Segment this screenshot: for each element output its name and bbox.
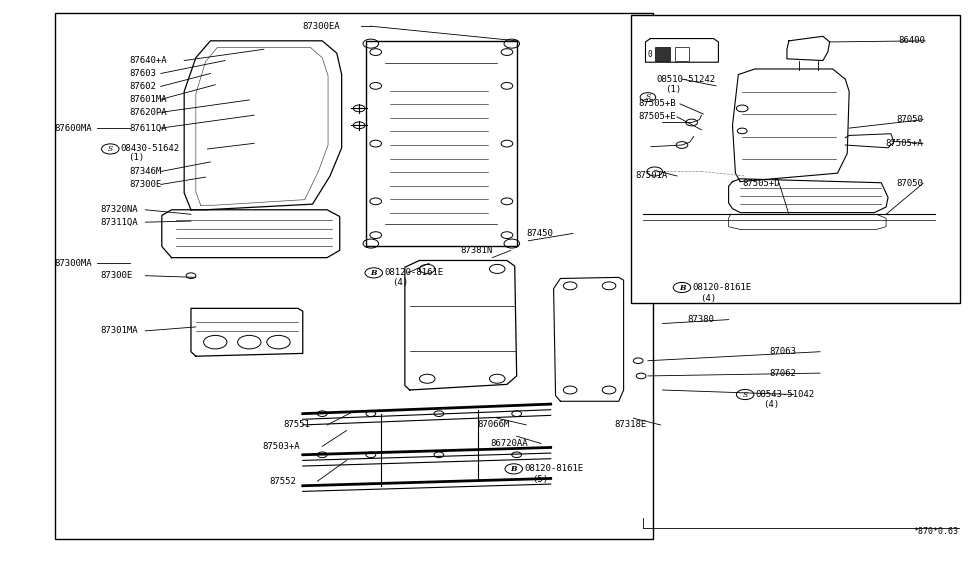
Text: B: B: [370, 269, 377, 277]
Text: 87381N: 87381N: [460, 246, 492, 255]
Text: 87311QA: 87311QA: [100, 218, 138, 226]
Text: B: B: [679, 284, 685, 291]
Text: 87611QA: 87611QA: [130, 123, 168, 132]
Text: 86400: 86400: [898, 36, 925, 45]
Text: 87505+E: 87505+E: [639, 112, 676, 121]
Text: 87603: 87603: [130, 69, 157, 78]
Text: 87063: 87063: [769, 347, 797, 356]
Text: 87380: 87380: [687, 315, 715, 324]
Text: 08120-8161E: 08120-8161E: [384, 268, 444, 277]
Text: (1): (1): [128, 153, 144, 162]
Text: 87640+A: 87640+A: [130, 56, 168, 65]
Bar: [55, 12, 653, 539]
Text: 87320NA: 87320NA: [100, 205, 138, 215]
Text: 08543-51042: 08543-51042: [756, 390, 815, 399]
Bar: [655, 47, 670, 61]
Text: 87066M: 87066M: [478, 421, 510, 430]
Text: 87552: 87552: [270, 477, 296, 486]
Text: 08430-51642: 08430-51642: [120, 144, 179, 153]
Text: 87505+A: 87505+A: [885, 139, 923, 148]
Text: (4): (4): [763, 400, 780, 409]
Bar: [632, 15, 960, 303]
Text: 87301MA: 87301MA: [100, 327, 138, 336]
Text: (1): (1): [665, 85, 682, 94]
Text: 87300EA: 87300EA: [303, 22, 340, 31]
Text: 87300E: 87300E: [130, 180, 162, 189]
Text: 87551: 87551: [284, 421, 310, 430]
Text: 08120-8161E: 08120-8161E: [692, 283, 752, 292]
Text: 87505+B: 87505+B: [639, 100, 676, 109]
Text: 87062: 87062: [769, 368, 797, 378]
Text: 87346M: 87346M: [130, 167, 162, 176]
Text: S: S: [107, 145, 113, 153]
Text: 87620PA: 87620PA: [130, 108, 168, 117]
Text: B: B: [511, 465, 517, 473]
Text: 87300E: 87300E: [100, 271, 133, 280]
Text: 87602: 87602: [130, 82, 157, 91]
Text: 87503+A: 87503+A: [262, 442, 299, 451]
Text: S: S: [645, 93, 650, 101]
Text: 87600MA: 87600MA: [55, 123, 93, 132]
Text: 87050: 87050: [896, 179, 923, 188]
Text: 87450: 87450: [526, 229, 553, 238]
Text: 08120-8161E: 08120-8161E: [525, 464, 584, 473]
Text: 87300MA: 87300MA: [55, 259, 93, 268]
Bar: [675, 47, 689, 61]
Text: 87505+D: 87505+D: [742, 179, 780, 188]
Text: *870*0.63: *870*0.63: [913, 528, 958, 537]
Text: 08510-51242: 08510-51242: [657, 75, 716, 84]
Text: 87601MA: 87601MA: [130, 95, 168, 104]
Text: S: S: [743, 391, 748, 398]
Text: (5): (5): [532, 474, 548, 483]
Text: 87318E: 87318E: [614, 421, 646, 430]
Text: 87501A: 87501A: [636, 171, 668, 181]
Text: 0: 0: [647, 50, 652, 59]
Text: 86720AA: 86720AA: [490, 439, 528, 448]
Text: (4): (4): [392, 278, 409, 288]
Text: (4): (4): [700, 294, 717, 303]
Text: 87050: 87050: [896, 115, 923, 124]
